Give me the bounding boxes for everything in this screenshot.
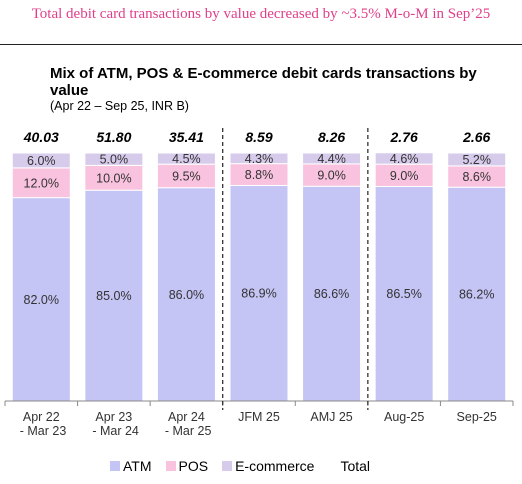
chart-title: Mix of ATM, POS & E-commerce debit cards… [50, 65, 477, 99]
total-label-5: 2.76 [390, 129, 418, 145]
data-label-e-commerce-1: 5.0% [100, 153, 129, 167]
x-tick-label-4-0: AMJ 25 [310, 410, 352, 424]
bar-atm-1 [84, 189, 144, 402]
legend-label-atm: ATM [123, 458, 152, 474]
legend-swatch-ecommerce [222, 461, 233, 471]
legend-item-atm: ATM [110, 458, 152, 474]
data-label-pos-4: 9.0% [317, 169, 346, 183]
data-label-atm-5: 86.5% [386, 287, 421, 301]
x-tick-label-2-0: Apr 24 [168, 410, 205, 424]
data-label-pos-3: 8.8% [245, 168, 274, 182]
bar-atm-3 [229, 184, 289, 402]
total-label-6: 2.66 [462, 129, 490, 145]
data-label-atm-2: 86.0% [169, 288, 204, 302]
bar-e-commerce-3 [229, 152, 289, 165]
data-label-pos-0: 12.0% [24, 176, 59, 190]
bar-e-commerce-0 [11, 152, 71, 169]
x-tick-label-1-0: Apr 23 [95, 410, 132, 424]
data-label-e-commerce-2: 4.5% [172, 152, 201, 166]
data-label-e-commerce-0: 6.0% [27, 154, 56, 168]
headline: Total debit card transactions by value d… [31, 6, 491, 22]
divider-line [0, 44, 522, 45]
data-label-e-commerce-4: 4.4% [317, 152, 346, 166]
data-label-atm-4: 86.6% [314, 287, 349, 301]
x-tick-label-1-1: - Mar 24 [89, 424, 139, 438]
bar-e-commerce-4 [302, 152, 362, 165]
data-label-pos-5: 9.0% [390, 169, 419, 183]
data-label-pos-2: 9.5% [172, 169, 201, 183]
x-tick-label-3-0: JFM 25 [238, 410, 280, 424]
data-label-e-commerce-3: 4.3% [245, 152, 274, 166]
data-label-e-commerce-6: 5.2% [462, 153, 491, 167]
data-label-e-commerce-5: 4.6% [390, 152, 419, 166]
bar-e-commerce-6 [447, 152, 507, 167]
bar-pos-0 [11, 167, 71, 199]
x-tick-label-6-0: Sep-25 [457, 410, 497, 424]
data-label-pos-6: 8.6% [462, 170, 491, 184]
legend-item-ecommerce: E-commerce [222, 458, 314, 474]
bar-e-commerce-1 [84, 152, 144, 166]
x-tick-label-0-1: - Mar 23 [16, 424, 66, 438]
legend-item-pos: POS [165, 458, 209, 474]
total-label-3: 8.59 [245, 129, 272, 145]
legend: ATM POS E-commerce Total [110, 458, 384, 474]
x-tick-label-5-0: Aug-25 [384, 410, 424, 424]
legend-label-pos: POS [178, 458, 209, 474]
data-label-pos-1: 10.0% [96, 171, 131, 185]
bar-atm-6 [447, 186, 507, 402]
total-label-4: 8.26 [318, 129, 345, 145]
bar-e-commerce-5 [374, 152, 434, 165]
bar-pos-1 [84, 164, 144, 191]
total-label-0: 40.03 [23, 129, 59, 145]
x-tick-label-2-1: - Mar 25 [161, 424, 211, 438]
data-label-atm-1: 85.0% [96, 289, 131, 303]
bar-atm-5 [374, 185, 434, 402]
legend-item-total: Total [340, 458, 370, 474]
data-label-atm-6: 86.2% [459, 288, 494, 302]
total-label-1: 51.80 [96, 129, 131, 145]
total-label-2: 35.41 [169, 129, 204, 145]
legend-swatch-atm [110, 461, 120, 471]
chart-subtitle: (Apr 22 – Sep 25, INR B) [50, 99, 189, 113]
legend-label-total: Total [340, 458, 371, 474]
data-label-atm-0: 82.0% [24, 293, 59, 307]
bar-e-commerce-2 [156, 152, 216, 165]
data-label-atm-3: 86.9% [241, 287, 276, 301]
legend-label-ecommerce: E-commerce [235, 458, 315, 474]
legend-swatch-pos [165, 461, 176, 471]
x-tick-label-0-0: Apr 22 [23, 410, 60, 424]
